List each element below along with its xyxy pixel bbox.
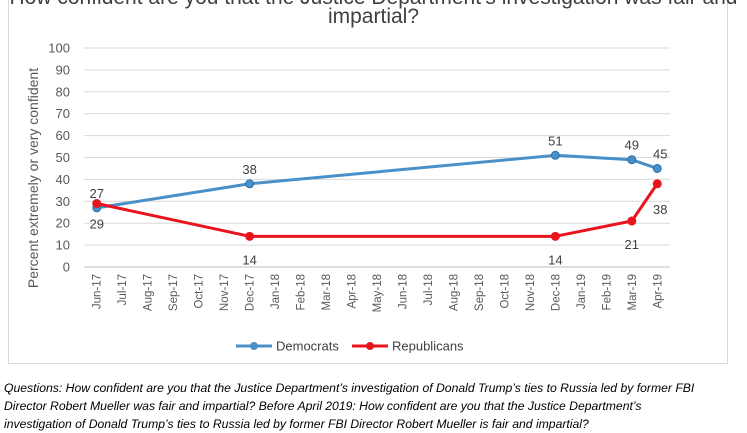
x-tick-label: Oct-18 — [499, 274, 511, 309]
x-tick-label: Nov-18 — [525, 274, 537, 311]
chart-title-line-1: How confident are you that the Justice D… — [0, 0, 747, 10]
democrats-point — [627, 155, 637, 165]
legend-label-democrats: Democrats — [276, 339, 339, 354]
republicans-point — [627, 216, 637, 226]
chart-title-line-2: impartial? — [327, 5, 420, 28]
y-tick-label: 0 — [63, 260, 70, 275]
chart-frame — [8, 0, 728, 364]
gridlines — [84, 47, 670, 268]
y-tick-label: 10 — [56, 238, 70, 253]
line-chart: 0 10 20 30 40 50 60 70 80 90 100 Jun-17 Jul-17 Aug-1… — [25, 41, 670, 354]
x-tick-label: Jan-18 — [270, 274, 282, 309]
democrats-point — [652, 163, 662, 173]
x-tick-label: Aug-18 — [448, 274, 460, 311]
democrats-data-label: 27 — [90, 186, 104, 201]
republicans-point — [92, 198, 102, 208]
legend-label-republicans: Republicans — [392, 339, 464, 354]
x-tick-label: Feb-19 — [601, 274, 613, 310]
republicans-data-label: 38 — [653, 202, 667, 217]
y-tick-label: 60 — [56, 128, 70, 143]
legend: Democrats Republicans — [236, 339, 464, 354]
x-tick-label: Mar-18 — [321, 274, 333, 310]
x-tick-label: Dec-18 — [550, 274, 562, 311]
democrats-point — [245, 179, 255, 189]
caption-line-1: Questions: How confident are you that th… — [4, 381, 695, 395]
legend-marker-democrats — [250, 342, 258, 350]
republicans-data-label: 14 — [242, 252, 256, 267]
caption: Questions: How confident are you that th… — [4, 379, 746, 433]
republicans-point — [245, 231, 255, 241]
republicans-data-label: 29 — [90, 216, 104, 231]
x-tick-label: Jun-17 — [92, 274, 104, 309]
democrats-data-label: 49 — [625, 138, 639, 153]
democrats-data-label: 51 — [548, 133, 562, 148]
x-tick-label: Dec-17 — [245, 274, 257, 311]
x-tick-label: Sep-17 — [168, 274, 180, 311]
x-tick-label: Jul-17 — [117, 274, 129, 305]
democrats-point — [550, 150, 560, 160]
democrats-line — [96, 153, 658, 210]
x-tick-label: Feb-18 — [296, 274, 308, 310]
y-tick-label: 100 — [48, 41, 70, 56]
republicans-point — [550, 231, 560, 241]
y-axis-label: Percent extremely or very confident — [25, 68, 41, 288]
y-tick-label: 20 — [56, 216, 70, 231]
y-tick-label: 80 — [56, 84, 70, 99]
x-tick-label: Mar-19 — [627, 274, 639, 310]
x-tick-label: Apr-19 — [652, 274, 664, 309]
legend-marker-republicans — [366, 342, 374, 350]
republicans-line — [96, 182, 659, 238]
y-axis-ticks: 0 10 20 30 40 50 60 70 80 90 100 — [48, 41, 70, 275]
democrats-data-label: 38 — [242, 162, 256, 177]
y-tick-label: 70 — [56, 106, 70, 121]
caption-line-2: Director Robert Mueller was fair and imp… — [4, 399, 642, 413]
republicans-data-label: 21 — [625, 237, 639, 252]
x-tick-label: Jan-19 — [576, 274, 588, 309]
caption-line-3: investigation of Donald Trump’s ties to … — [4, 417, 589, 431]
x-tick-label: Sep-18 — [474, 274, 486, 311]
x-tick-label: Oct-17 — [194, 274, 206, 309]
series-lines: 27 38 51 49 45 29 14 14 21 38 — [90, 133, 668, 267]
y-tick-label: 90 — [56, 62, 70, 77]
x-tick-label: Jul-18 — [423, 274, 435, 305]
x-axis-ticks: Jun-17 Jul-17 Aug-17 Sep-17 Oct-17 Nov-17 Dec-… — [92, 274, 665, 312]
y-tick-label: 40 — [56, 172, 70, 187]
x-tick-label: Apr-18 — [347, 274, 359, 309]
republicans-point — [652, 179, 662, 189]
x-tick-label: Nov-17 — [219, 274, 231, 311]
y-tick-label: 30 — [56, 194, 70, 209]
democrats-data-label: 45 — [653, 146, 667, 161]
republicans-data-label: 14 — [548, 252, 562, 267]
x-tick-label: Jun-18 — [397, 274, 409, 309]
x-tick-label: May-18 — [372, 274, 384, 312]
y-tick-label: 50 — [56, 150, 70, 165]
x-tick-label: Aug-17 — [143, 274, 155, 311]
